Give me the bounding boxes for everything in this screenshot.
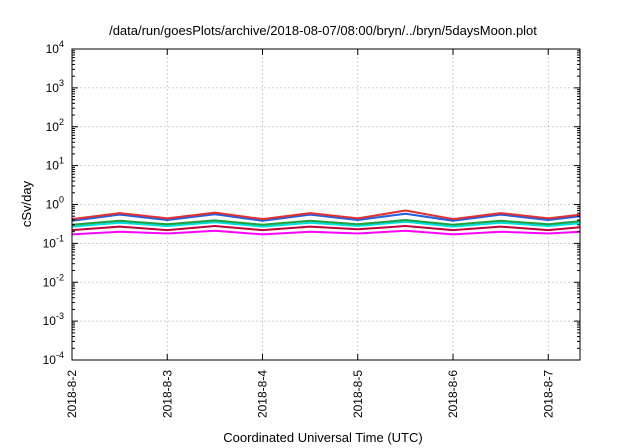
y-tick-label: 10-2	[43, 272, 64, 289]
grid-lines	[72, 49, 580, 360]
y-tick-label: 101	[46, 156, 64, 173]
chart-title: /data/run/goesPlots/archive/2018-08-07/0…	[109, 23, 537, 38]
y-tick-label: 10-4	[43, 350, 64, 367]
series-line-5	[71, 212, 581, 222]
series-line-3	[71, 220, 581, 228]
y-tick-labels: 10-4 10-3 10-2 10-1 100 101 102 103 104	[43, 39, 64, 367]
x-tick-label: 2018-8-5	[351, 370, 365, 418]
x-tick-label: 2018-8-7	[541, 370, 555, 418]
x-tick-label: 2018-8-3	[160, 370, 174, 418]
y-tick-label: 103	[46, 78, 64, 95]
series-lines	[71, 209, 581, 236]
series-line-2	[71, 225, 581, 232]
x-tick-label: 2018-8-4	[256, 370, 270, 418]
axis-ticks	[71, 48, 580, 361]
x-axis-label: Coordinated Universal Time (UTC)	[223, 430, 422, 445]
y-tick-label: 104	[46, 39, 64, 56]
x-tick-label: 2018-8-2	[65, 370, 79, 418]
y-tick-label: 10-1	[43, 233, 64, 250]
series-line-1	[71, 229, 581, 236]
x-tick-labels: 2018-8-2 2018-8-3 2018-8-4 2018-8-5 2018-8-6…	[65, 370, 555, 418]
x-tick-label: 2018-8-6	[446, 370, 460, 418]
series-line-6	[71, 209, 581, 221]
series-line-4	[71, 219, 581, 226]
y-axis-label: cSv/day	[19, 180, 34, 227]
y-tick-label: 102	[46, 117, 64, 134]
y-tick-label: 100	[46, 195, 64, 212]
y-tick-label: 10-3	[43, 311, 64, 328]
